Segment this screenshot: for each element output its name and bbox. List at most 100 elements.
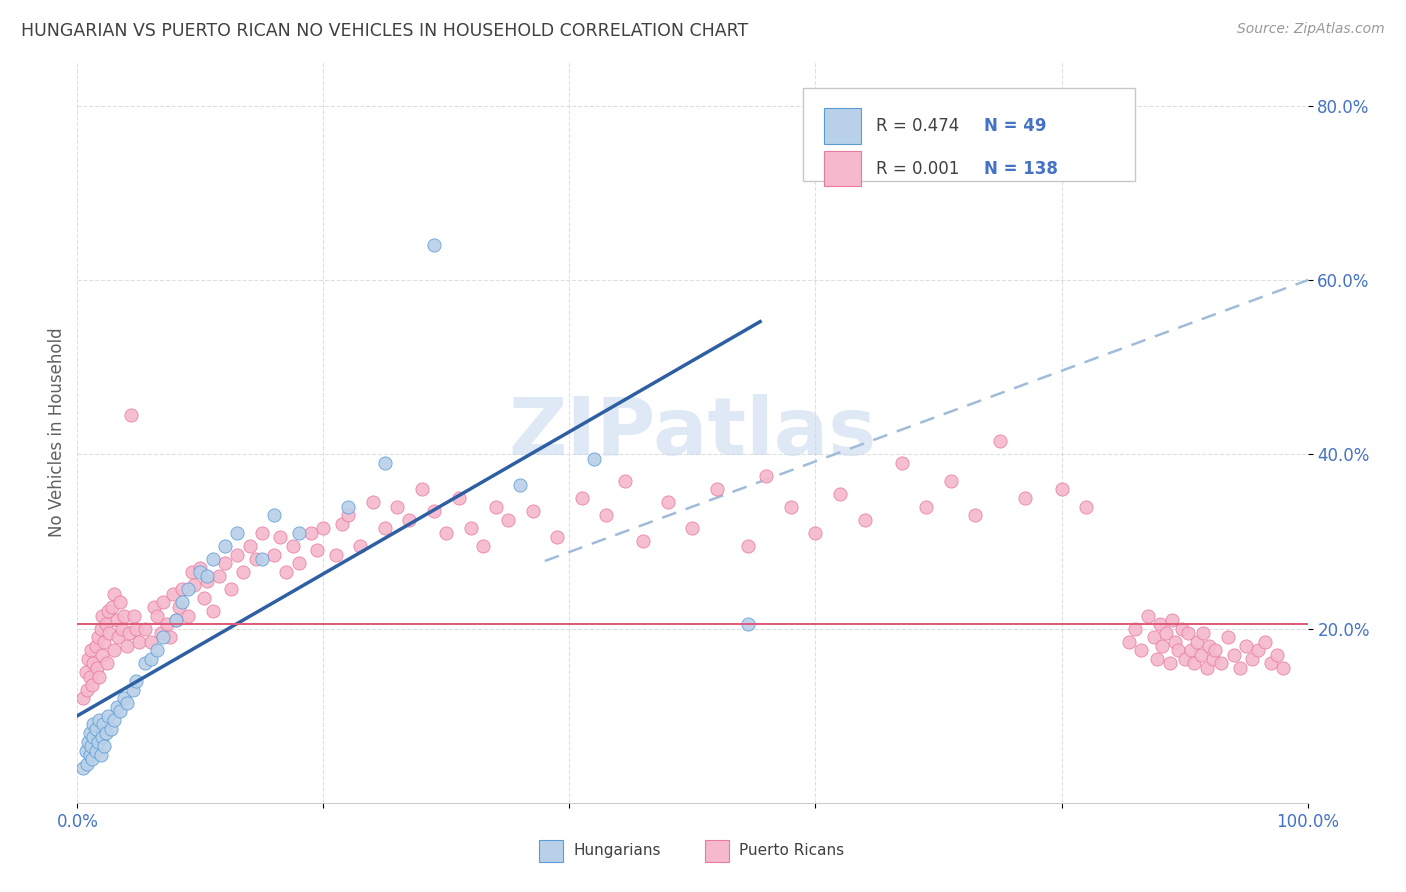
Point — [1050, 482, 1073, 496]
Point — [1185, 634, 1208, 648]
Point — [780, 500, 803, 514]
Point — [1180, 643, 1202, 657]
Point — [72, 691, 94, 706]
Bar — [824, 151, 860, 186]
Point — [103, 643, 125, 657]
Point — [141, 634, 163, 648]
Point — [103, 713, 125, 727]
Point — [361, 495, 384, 509]
Point — [485, 500, 508, 514]
Point — [87, 630, 110, 644]
Text: N = 49: N = 49 — [984, 117, 1046, 135]
Point — [939, 474, 962, 488]
Point — [250, 525, 273, 540]
Point — [90, 622, 112, 636]
Point — [657, 495, 679, 509]
Point — [472, 539, 495, 553]
Point — [87, 735, 110, 749]
Point — [398, 513, 420, 527]
Point — [853, 513, 876, 527]
Text: N = 138: N = 138 — [984, 160, 1057, 178]
Point — [613, 474, 636, 488]
Point — [103, 587, 125, 601]
Point — [101, 599, 124, 614]
Point — [156, 617, 179, 632]
Point — [245, 552, 267, 566]
Bar — [704, 840, 730, 862]
Point — [82, 678, 104, 692]
Point — [214, 556, 236, 570]
Point — [737, 617, 759, 632]
Point — [72, 761, 94, 775]
Point — [755, 469, 778, 483]
Point — [1223, 648, 1246, 662]
Point — [1014, 491, 1036, 505]
Point — [82, 731, 104, 745]
Point — [1076, 500, 1098, 514]
Point — [1229, 661, 1251, 675]
Point — [312, 521, 335, 535]
Point — [93, 739, 115, 754]
Point — [281, 539, 304, 553]
Point — [90, 608, 114, 623]
Point — [152, 595, 174, 609]
Point — [1136, 608, 1159, 623]
Point — [90, 747, 112, 762]
Point — [188, 560, 212, 574]
Point — [84, 743, 107, 757]
Text: R = 0.001: R = 0.001 — [876, 160, 959, 178]
Point — [177, 608, 200, 623]
Point — [195, 574, 218, 588]
Point — [460, 521, 482, 535]
Point — [276, 565, 298, 579]
Point — [411, 482, 433, 496]
Point — [77, 735, 100, 749]
Point — [169, 599, 191, 614]
Point — [110, 595, 132, 609]
Point — [93, 634, 115, 648]
Point — [100, 722, 122, 736]
Text: R = 0.474: R = 0.474 — [876, 117, 959, 135]
Point — [152, 630, 174, 644]
Point — [94, 617, 117, 632]
Point — [1130, 643, 1153, 657]
Point — [269, 530, 291, 544]
Point — [1161, 613, 1184, 627]
Point — [82, 717, 104, 731]
Point — [128, 634, 150, 648]
Point — [1195, 661, 1218, 675]
Point — [122, 608, 145, 623]
Point — [1272, 661, 1295, 675]
Text: Hungarians: Hungarians — [574, 844, 661, 858]
Point — [86, 661, 108, 675]
Point — [263, 508, 285, 523]
Point — [125, 622, 148, 636]
Point — [830, 486, 852, 500]
Point — [115, 696, 138, 710]
Point — [1211, 657, 1233, 671]
Point — [965, 508, 987, 523]
Text: ZIPatlas: ZIPatlas — [509, 393, 876, 472]
Point — [77, 652, 100, 666]
Point — [134, 657, 156, 671]
Point — [1149, 617, 1171, 632]
Point — [183, 578, 205, 592]
Y-axis label: No Vehicles in Household: No Vehicles in Household — [48, 327, 66, 538]
Point — [682, 521, 704, 535]
Point — [91, 717, 114, 731]
Point — [214, 539, 236, 553]
Point — [125, 673, 148, 688]
Point — [112, 691, 135, 706]
Point — [1265, 648, 1288, 662]
Point — [447, 491, 470, 505]
Point — [250, 552, 273, 566]
Point — [170, 595, 193, 609]
Point — [226, 548, 249, 562]
Point — [915, 500, 938, 514]
Point — [180, 565, 202, 579]
Point — [496, 513, 519, 527]
Point — [105, 613, 128, 627]
Point — [1177, 626, 1199, 640]
Point — [633, 534, 655, 549]
Point — [90, 731, 114, 745]
